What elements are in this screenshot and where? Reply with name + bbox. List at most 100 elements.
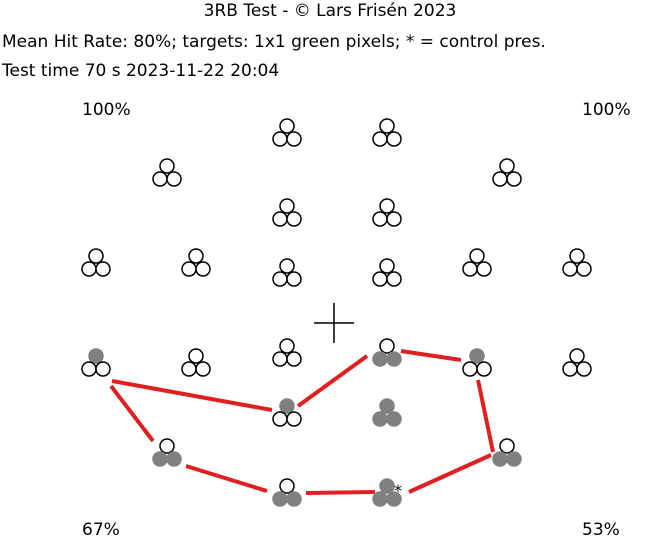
target-dot-left xyxy=(272,351,288,367)
quadrant-top-right-rate: 100% xyxy=(582,100,631,120)
target-dot-left xyxy=(181,261,197,277)
target-dot-top xyxy=(88,348,104,364)
outline-segment xyxy=(185,464,268,493)
target-dot-right xyxy=(286,131,302,147)
target-dot-right xyxy=(95,361,111,377)
target-dot-top xyxy=(159,158,175,174)
control-presentation-marker: * xyxy=(394,481,402,500)
target-dot-right xyxy=(476,261,492,277)
test-point-r1-a xyxy=(272,118,302,147)
target-dot-left xyxy=(372,131,388,147)
outline-segment xyxy=(296,354,369,408)
target-dot-right xyxy=(506,451,522,467)
fixation-cross xyxy=(314,303,354,343)
target-dot-top xyxy=(279,118,295,134)
target-dot-top xyxy=(499,158,515,174)
target-dot-top xyxy=(279,198,295,214)
target-dot-right xyxy=(195,261,211,277)
target-dot-right xyxy=(166,171,182,187)
target-dot-left xyxy=(272,131,288,147)
target-dot-left xyxy=(372,411,388,427)
target-dot-top xyxy=(469,348,485,364)
test-point-r2-a xyxy=(152,158,182,187)
test-point-r5-d xyxy=(372,338,402,367)
quadrant-bottom-left-rate: 67% xyxy=(82,520,120,540)
test-point-r5-c xyxy=(272,338,302,367)
target-dot-right xyxy=(506,171,522,187)
outline-segment xyxy=(109,384,155,443)
target-dot-top xyxy=(499,438,515,454)
target-dot-top xyxy=(379,338,395,354)
test-point-r7-b xyxy=(492,438,522,467)
test-point-r6-b xyxy=(372,398,402,427)
test-time: Test time 70 s 2023-11-22 20:04 xyxy=(2,61,280,81)
outline-segment xyxy=(408,453,492,494)
target-dot-left xyxy=(492,451,508,467)
test-point-r4-b xyxy=(181,248,211,277)
target-dot-top xyxy=(188,348,204,364)
target-dot-top xyxy=(379,198,395,214)
target-dot-right xyxy=(195,361,211,377)
target-dot-right xyxy=(286,491,302,507)
target-dot-right xyxy=(386,131,402,147)
target-dot-left xyxy=(372,491,388,507)
target-dot-right xyxy=(386,411,402,427)
target-dot-top xyxy=(569,348,585,364)
target-dot-top xyxy=(188,248,204,264)
target-dot-left xyxy=(462,261,478,277)
test-point-r5-a xyxy=(81,348,111,377)
test-title: 3RB Test - © Lars Frisén 2023 xyxy=(203,1,457,21)
target-dot-right xyxy=(386,211,402,227)
target-dot-top xyxy=(379,258,395,274)
target-dot-top xyxy=(379,118,395,134)
target-dot-right xyxy=(576,361,592,377)
target-dot-top xyxy=(469,248,485,264)
target-dot-top xyxy=(279,258,295,274)
target-dot-left xyxy=(462,361,478,377)
test-point-r4-e xyxy=(462,248,492,277)
target-dot-left xyxy=(272,211,288,227)
target-dot-left xyxy=(272,271,288,287)
target-dot-left xyxy=(372,351,388,367)
test-point-r6-a xyxy=(272,398,302,427)
target-dot-left xyxy=(181,361,197,377)
target-dot-left xyxy=(81,261,97,277)
target-dot-left xyxy=(81,361,97,377)
test-point-r5-e xyxy=(462,348,492,377)
target-dot-right xyxy=(286,271,302,287)
quadrant-top-left-rate: 100% xyxy=(82,100,131,120)
test-point-r5-b xyxy=(181,348,211,377)
target-dot-left xyxy=(372,271,388,287)
target-dot-top xyxy=(279,338,295,354)
target-dot-right xyxy=(286,411,302,427)
target-dot-left xyxy=(372,211,388,227)
target-dot-right xyxy=(286,351,302,367)
target-dot-top xyxy=(279,478,295,494)
target-dot-top xyxy=(279,398,295,414)
target-dot-left xyxy=(152,171,168,187)
test-point-r4-d xyxy=(372,258,402,287)
target-dot-top xyxy=(159,438,175,454)
test-point-r5-f xyxy=(562,348,592,377)
target-dot-right xyxy=(476,361,492,377)
target-dot-right xyxy=(386,271,402,287)
target-dot-left xyxy=(152,451,168,467)
test-point-r8-b xyxy=(372,478,402,507)
test-point-r8-a xyxy=(272,478,302,507)
outline-segment xyxy=(111,379,273,412)
target-dot-right xyxy=(286,211,302,227)
test-point-r3-b xyxy=(372,198,402,227)
target-dot-left xyxy=(562,261,578,277)
hit-rate-summary: Mean Hit Rate: 80%; targets: 1x1 green p… xyxy=(2,32,546,52)
target-dot-top xyxy=(569,248,585,264)
outline-segment xyxy=(400,349,462,362)
target-dot-top xyxy=(379,478,395,494)
test-point-r1-b xyxy=(372,118,402,147)
test-point-r4-c xyxy=(272,258,302,287)
target-dot-left xyxy=(272,411,288,427)
target-dot-top xyxy=(88,248,104,264)
outline-segment xyxy=(476,379,495,453)
target-dot-right xyxy=(95,261,111,277)
test-point-r4-a xyxy=(81,248,111,277)
